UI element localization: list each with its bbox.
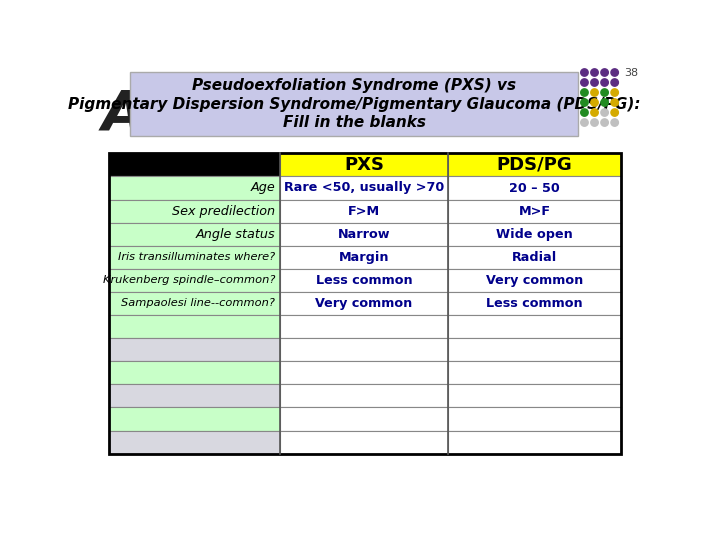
Circle shape	[591, 69, 598, 76]
Text: Wide open: Wide open	[496, 228, 573, 241]
Bar	[280, 361, 448, 384]
Bar	[109, 315, 280, 338]
Circle shape	[581, 99, 588, 106]
Bar	[280, 200, 448, 222]
Text: Very common: Very common	[486, 274, 583, 287]
Circle shape	[591, 119, 598, 126]
Bar	[448, 153, 621, 177]
Text: Pigmentary Dispersion Syndrome/Pigmentary Glaucoma (PDS/PG):: Pigmentary Dispersion Syndrome/Pigmentar…	[68, 97, 641, 112]
Text: Iris transilluminates where?: Iris transilluminates where?	[118, 252, 275, 262]
Circle shape	[611, 109, 618, 116]
Text: Very common: Very common	[315, 297, 413, 310]
Circle shape	[591, 99, 598, 106]
Bar	[280, 246, 448, 269]
Bar	[109, 153, 280, 177]
Circle shape	[611, 69, 618, 76]
Bar	[448, 246, 621, 269]
Circle shape	[601, 89, 608, 96]
Circle shape	[611, 119, 618, 126]
Text: Less common: Less common	[315, 274, 413, 287]
Bar	[448, 361, 621, 384]
Circle shape	[591, 109, 598, 116]
Circle shape	[581, 119, 588, 126]
Bar	[280, 338, 448, 361]
Bar	[109, 153, 621, 454]
Bar	[448, 408, 621, 430]
Text: Sex predilection: Sex predilection	[172, 205, 275, 218]
Text: Pseudoexfoliation Syndrome (PXS) vs: Pseudoexfoliation Syndrome (PXS) vs	[192, 78, 516, 93]
Bar	[448, 222, 621, 246]
Text: M>F: M>F	[518, 205, 551, 218]
Bar	[448, 384, 621, 408]
Bar	[109, 384, 280, 408]
Text: Age: Age	[251, 181, 275, 194]
Circle shape	[581, 109, 588, 116]
Text: Less common: Less common	[486, 297, 582, 310]
Bar	[448, 269, 621, 292]
Circle shape	[601, 99, 608, 106]
Bar	[109, 292, 280, 315]
Bar	[280, 177, 448, 200]
Bar	[109, 408, 280, 430]
Bar	[448, 292, 621, 315]
Text: F>M: F>M	[348, 205, 380, 218]
Circle shape	[581, 69, 588, 76]
Bar	[280, 408, 448, 430]
Bar	[448, 338, 621, 361]
Text: PDS/PG: PDS/PG	[497, 156, 572, 174]
Bar	[109, 177, 280, 200]
Text: Krukenberg spindle–common?: Krukenberg spindle–common?	[103, 275, 275, 286]
Circle shape	[611, 89, 618, 96]
Text: Fill in the blanks: Fill in the blanks	[283, 115, 426, 130]
Bar	[448, 315, 621, 338]
Bar	[109, 338, 280, 361]
Bar	[280, 430, 448, 454]
Circle shape	[611, 99, 618, 106]
Text: A: A	[102, 88, 145, 142]
Text: Angle status: Angle status	[196, 228, 275, 241]
Circle shape	[591, 79, 598, 86]
Bar	[448, 430, 621, 454]
Circle shape	[611, 79, 618, 86]
Bar	[109, 361, 280, 384]
Circle shape	[601, 79, 608, 86]
Circle shape	[581, 79, 588, 86]
Bar	[448, 177, 621, 200]
Text: Radial: Radial	[512, 251, 557, 264]
Circle shape	[601, 109, 608, 116]
Bar	[448, 200, 621, 222]
Bar	[130, 72, 578, 136]
Bar	[109, 430, 280, 454]
Text: Rare <50, usually >70: Rare <50, usually >70	[284, 181, 444, 194]
Bar	[280, 269, 448, 292]
Text: Sampaolesi line--common?: Sampaolesi line--common?	[122, 299, 275, 308]
Circle shape	[601, 119, 608, 126]
Bar	[280, 153, 448, 177]
Text: Margin: Margin	[338, 251, 390, 264]
Bar	[280, 315, 448, 338]
Text: PXS: PXS	[344, 156, 384, 174]
Bar	[280, 384, 448, 408]
Circle shape	[591, 89, 598, 96]
Bar	[280, 222, 448, 246]
Bar	[280, 292, 448, 315]
Circle shape	[581, 89, 588, 96]
Bar	[109, 246, 280, 269]
Text: 20 – 50: 20 – 50	[509, 181, 560, 194]
Bar	[109, 200, 280, 222]
Text: 38: 38	[624, 68, 639, 78]
Text: Narrow: Narrow	[338, 228, 390, 241]
Bar	[109, 222, 280, 246]
Circle shape	[601, 69, 608, 76]
Bar	[109, 269, 280, 292]
